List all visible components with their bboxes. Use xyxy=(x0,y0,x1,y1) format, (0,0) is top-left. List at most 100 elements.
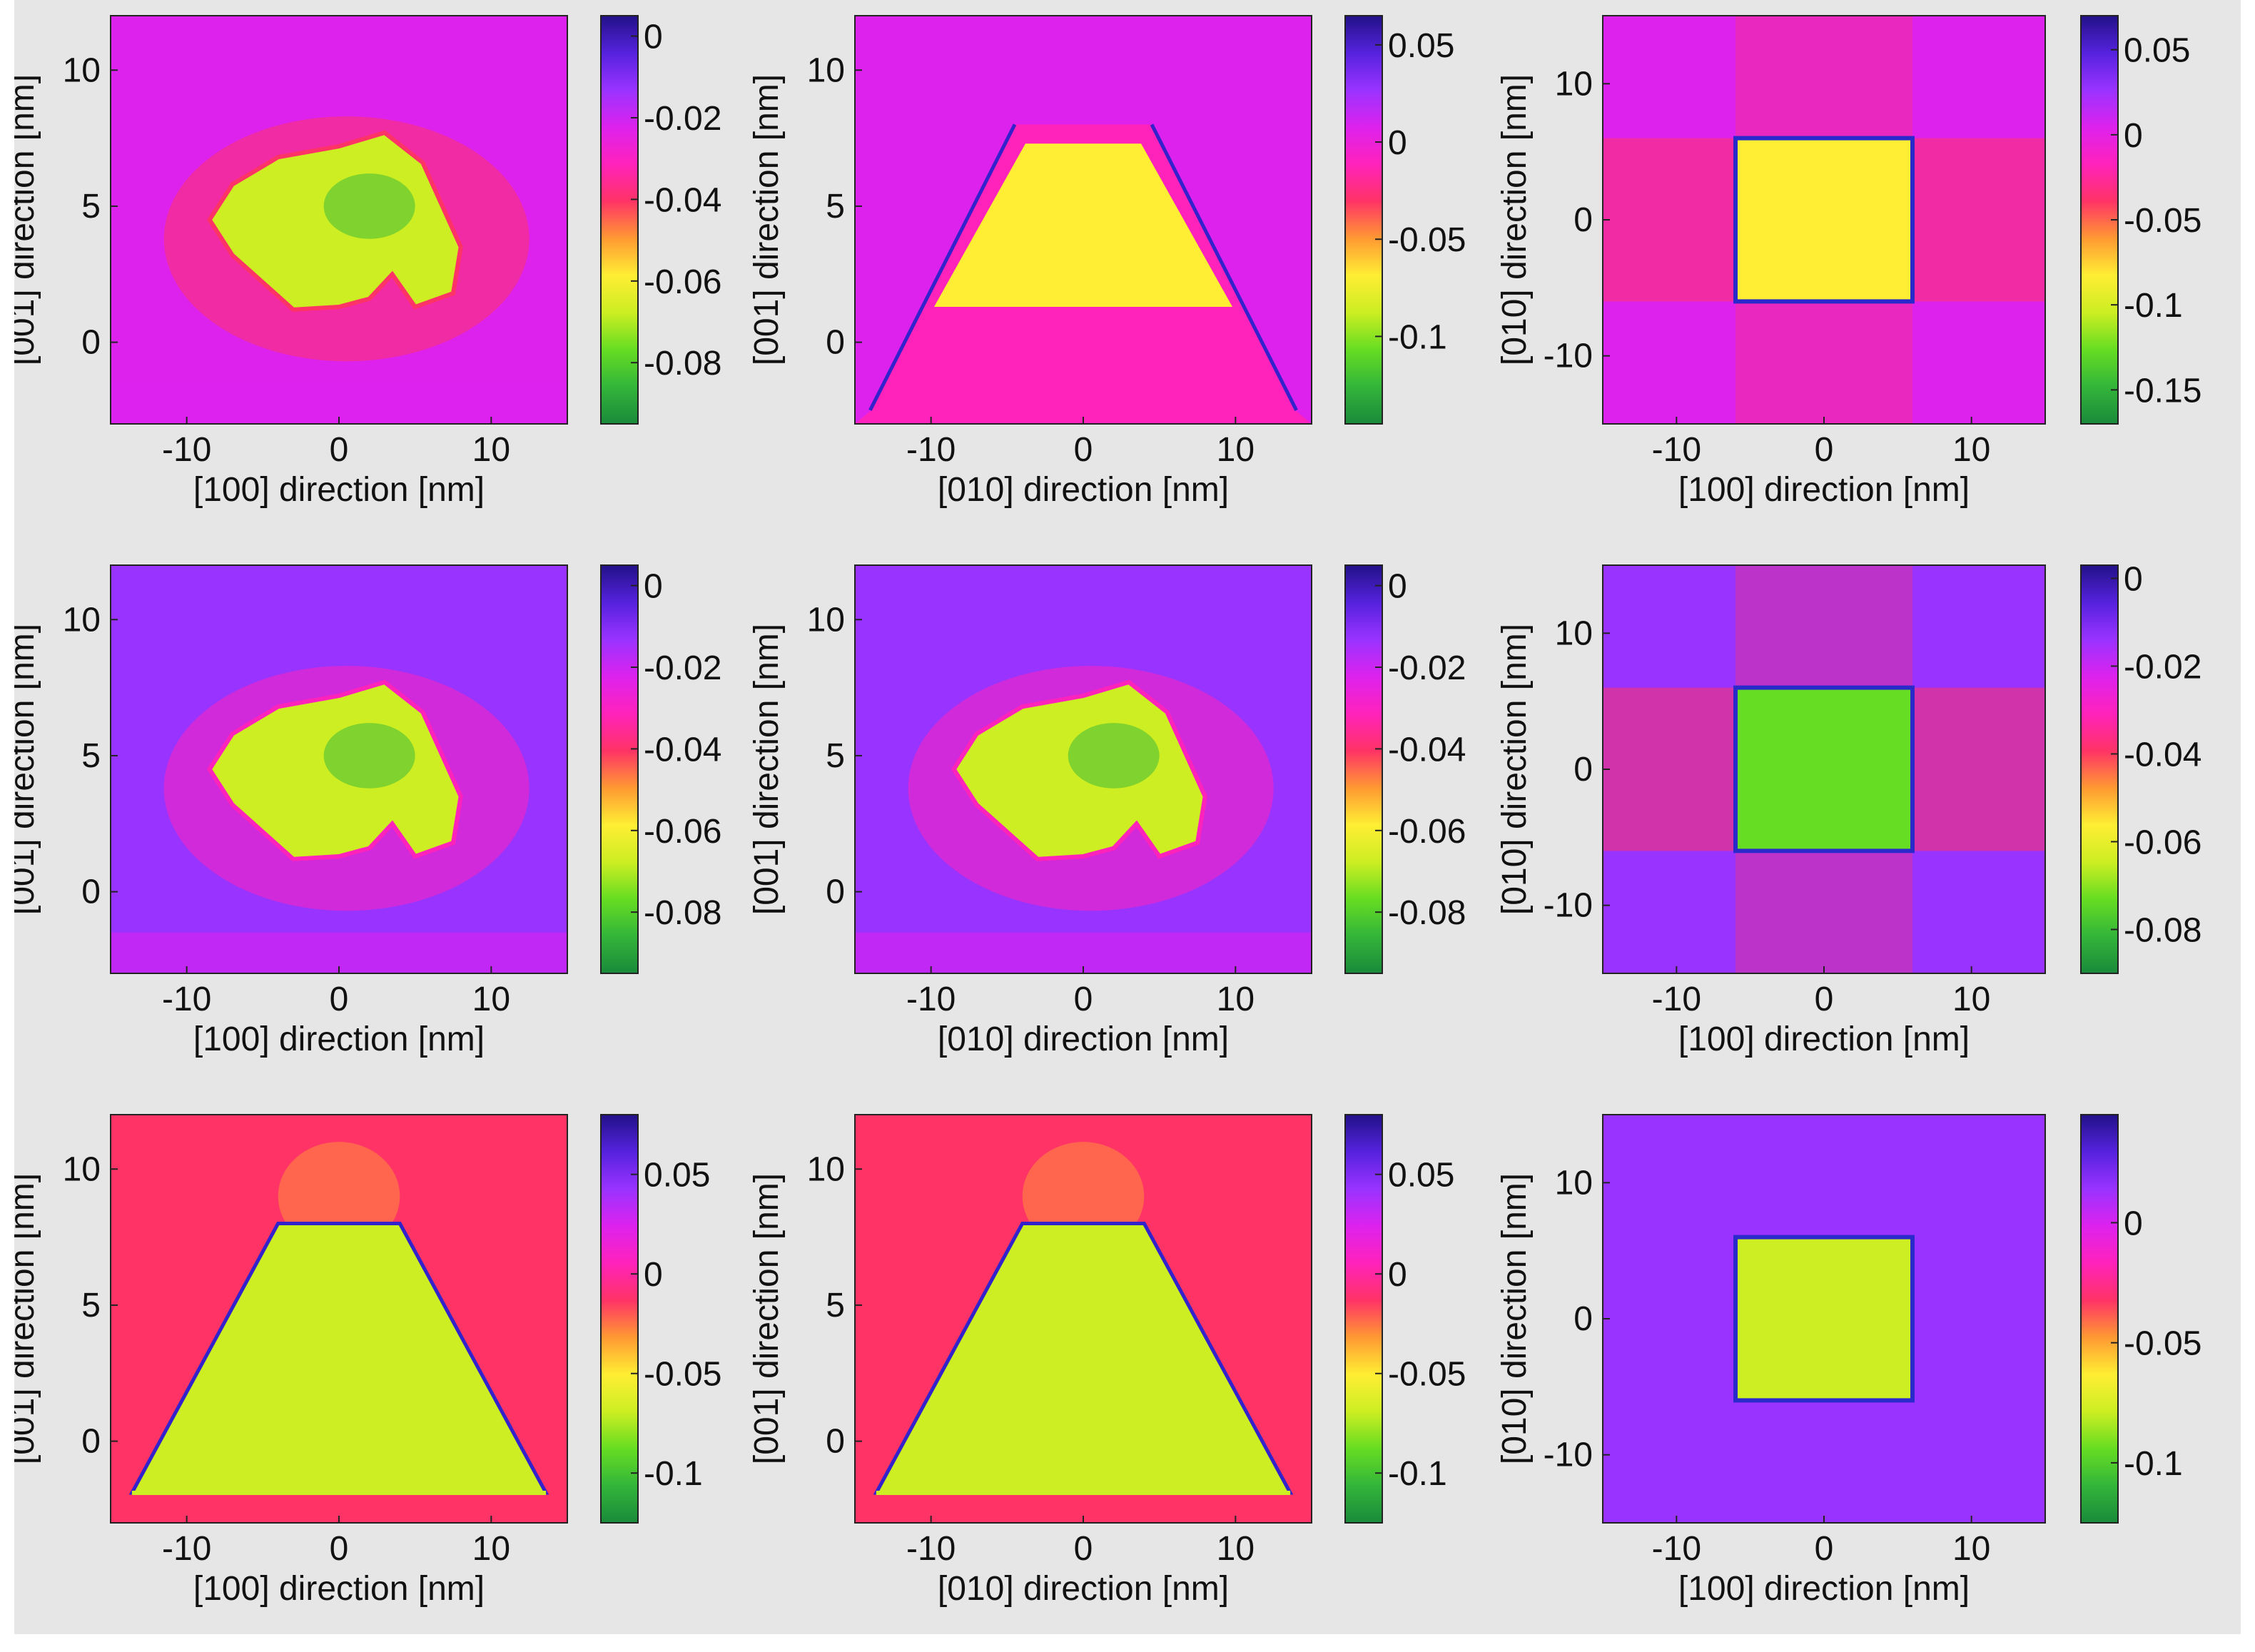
colorbar-tick-label: 0 xyxy=(644,19,663,56)
facet-right xyxy=(1150,123,1298,412)
x-tick-label: -10 xyxy=(162,980,211,1018)
colorbar-tick-label: -0.06 xyxy=(2124,824,2201,861)
colorbar-tick-label: -0.05 xyxy=(1388,221,1466,259)
plot-area xyxy=(111,16,567,424)
y-tick-label: 0 xyxy=(81,324,101,362)
y-tick-label: 5 xyxy=(81,188,101,225)
colorbar-tick-label: 0.05 xyxy=(644,1157,710,1195)
x-axis-label: [100] direction [nm] xyxy=(1678,471,1970,509)
colorbar-tick-label: 0 xyxy=(2124,117,2143,155)
colorbar: 0 -0.02 -0.04 -0.06 -0.08 xyxy=(600,564,721,974)
y-tick-label: -10 xyxy=(1544,887,1593,925)
colorbar-gradient xyxy=(2080,564,2119,974)
colorbar: 0.05 0 -0.05 -0.1 xyxy=(1344,1114,1466,1524)
colorbar-tick-label: -0.1 xyxy=(1388,318,1447,356)
x-tick-label: 10 xyxy=(472,431,510,469)
colorbar: 0 -0.02 -0.04 -0.06 -0.08 xyxy=(600,15,721,425)
x-tick-label: 10 xyxy=(1952,980,1990,1018)
colorbar-gradient xyxy=(600,1114,639,1524)
colorbar-tick-label: 0.05 xyxy=(1388,1157,1454,1195)
colorbar-tick-label: -0.08 xyxy=(2124,911,2201,949)
colorbar-gradient xyxy=(1344,564,1383,974)
plot-area xyxy=(855,565,1312,973)
x-axis-label: [100] direction [nm] xyxy=(193,471,485,509)
colorbar-tick-label: -0.05 xyxy=(1388,1356,1466,1394)
colorbar-tick-label: -0.06 xyxy=(644,813,721,851)
colorbar-gradient xyxy=(1344,15,1383,425)
x-axis-label: [100] direction [nm] xyxy=(193,1570,485,1608)
x-tick-label: 0 xyxy=(1074,431,1093,469)
x-axis-label: [100] direction [nm] xyxy=(1678,1020,1970,1058)
quantum-dot xyxy=(933,143,1233,308)
colorbar-tick-label: 0 xyxy=(2124,1205,2143,1242)
y-axis-label: [010] direction [nm] xyxy=(1496,1173,1534,1464)
colorbar: 0.05 0 -0.05 -0.1 xyxy=(600,1114,721,1524)
plot-area xyxy=(111,1115,567,1523)
quantum-dot xyxy=(1733,1235,1915,1403)
dot-core xyxy=(323,723,415,789)
colorbar-tick-label: 0.05 xyxy=(1388,27,1454,65)
y-tick-label: 0 xyxy=(1574,751,1593,789)
y-tick-label: 5 xyxy=(81,737,101,775)
colorbar-tick-label: -0.08 xyxy=(644,894,721,932)
x-axis-label: [100] direction [nm] xyxy=(193,1020,485,1058)
x-tick-label: -10 xyxy=(162,431,211,469)
x-tick-label: 0 xyxy=(1815,980,1834,1018)
dot-core xyxy=(323,173,415,239)
y-axis-label: [001] direction [nm] xyxy=(748,1173,786,1464)
colorbar-tick-label: -0.05 xyxy=(644,1356,721,1394)
colorbar-tick-label: -0.08 xyxy=(1388,894,1466,932)
colorbar-tick-label: -0.1 xyxy=(644,1455,703,1493)
x-tick-label: -10 xyxy=(906,431,956,469)
colorbar-tick-label: -0.06 xyxy=(1388,813,1466,851)
colorbar-tick-label: -0.1 xyxy=(2124,287,2183,325)
x-tick-label: 0 xyxy=(1815,1530,1834,1568)
plot-area xyxy=(1603,565,2045,973)
y-tick-label: 10 xyxy=(63,601,101,639)
x-axis-label: [010] direction [nm] xyxy=(938,471,1229,509)
colorbar-tick-label: -0.02 xyxy=(644,100,721,138)
y-tick-label: 0 xyxy=(826,1423,845,1461)
colorbar-tick-label: -0.04 xyxy=(644,181,721,219)
plot-area xyxy=(855,1115,1312,1523)
colorbar-tick-label: -0.02 xyxy=(644,649,721,687)
x-tick-label: -10 xyxy=(162,1530,211,1568)
y-tick-label: 0 xyxy=(81,1423,101,1461)
colorbar-tick-label: -0.1 xyxy=(1388,1455,1447,1493)
x-axis-label: [010] direction [nm] xyxy=(938,1020,1229,1058)
x-tick-label: 10 xyxy=(472,980,510,1018)
y-tick-label: 0 xyxy=(1574,1300,1593,1338)
y-axis-label: [001] direction [nm] xyxy=(748,624,786,915)
colorbar-gradient xyxy=(2080,1114,2119,1524)
colorbar: 0.05 0 -0.05 -0.1 -0.15 xyxy=(2080,15,2201,425)
quantum-dot xyxy=(1733,685,1915,853)
y-axis-label: [001] direction [nm] xyxy=(14,624,41,915)
y-tick-label: 5 xyxy=(826,737,845,775)
quantum-dot xyxy=(1733,136,1915,304)
y-axis-label: [001] direction [nm] xyxy=(748,74,786,365)
x-tick-label: 10 xyxy=(1952,431,1990,469)
y-tick-label: 10 xyxy=(63,1150,101,1188)
colorbar-tick-label: -0.04 xyxy=(2124,736,2201,774)
colorbar: 0 -0.02 -0.04 -0.06 -0.08 xyxy=(2080,560,2201,974)
colorbar-tick-label: -0.05 xyxy=(2124,1325,2201,1363)
colorbar-tick-label: 0.05 xyxy=(2124,32,2190,70)
y-tick-label: -10 xyxy=(1544,1436,1593,1474)
x-tick-label: 10 xyxy=(1217,431,1255,469)
y-axis-label: [010] direction [nm] xyxy=(1496,624,1534,915)
x-tick-label: 0 xyxy=(1074,1530,1093,1568)
figure-panel-grid: -10 0 10 0 5 10 [100] direction [nm] [001] dire… xyxy=(4,0,2241,1634)
y-tick-label: 5 xyxy=(81,1287,101,1324)
y-tick-label: 10 xyxy=(1555,65,1593,103)
colorbar-tick-label: 0 xyxy=(1388,568,1407,606)
colorbar-tick-label: -0.08 xyxy=(644,345,721,382)
y-axis-label: [001] direction [nm] xyxy=(14,74,41,365)
colorbar-tick-label: -0.04 xyxy=(1388,731,1466,769)
y-tick-label: 0 xyxy=(81,873,101,911)
y-tick-label: 10 xyxy=(63,51,101,89)
